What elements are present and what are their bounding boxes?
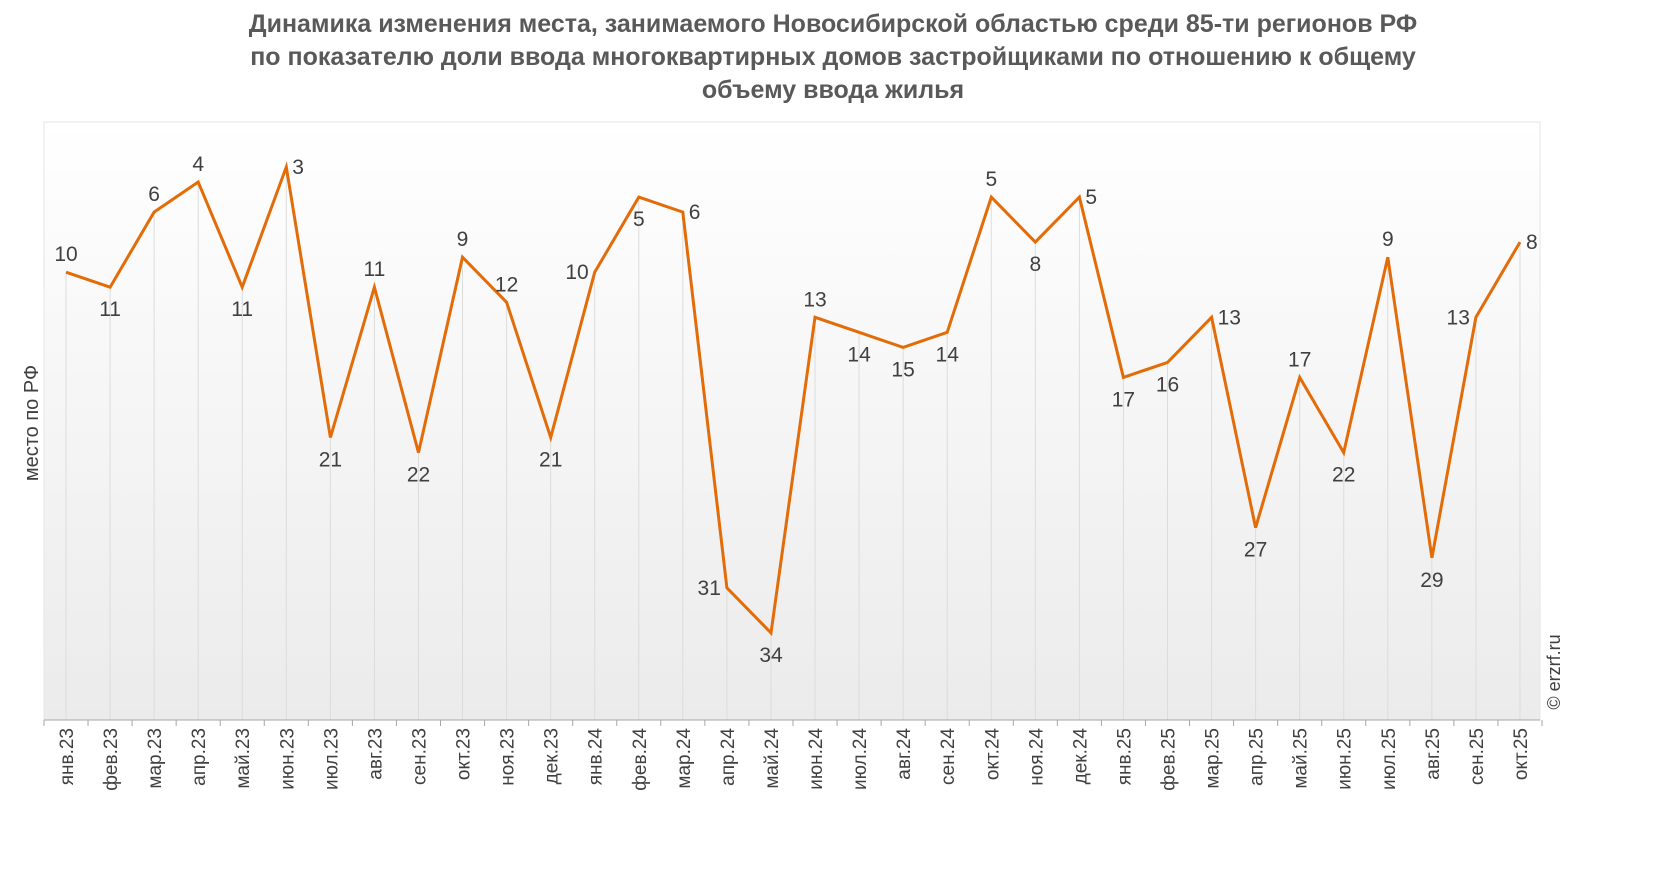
x-tick-label: июл.24 [850,728,871,790]
x-tick-label: ноя.23 [498,728,519,786]
data-label: 3 [292,156,304,179]
watermark: © erzrf.ru [1544,634,1564,709]
data-label: 5 [633,208,645,231]
data-label: 22 [407,464,430,487]
x-tick-label: авг.25 [1423,728,1444,780]
data-label: 8 [1029,253,1041,276]
x-tick-label: дек.24 [1070,728,1091,785]
x-tick-label: мар.24 [674,728,695,789]
x-tick-label: апр.25 [1247,728,1268,786]
data-label: 14 [936,343,960,366]
x-tick-label: май.24 [762,728,783,789]
x-tick-label: сен.25 [1467,728,1488,785]
chart-title-line-1: Динамика изменения места, занимаемого Но… [248,10,1418,38]
data-label: 14 [847,343,871,366]
x-tick-label: янв.25 [1114,728,1135,785]
chart-title: Динамика изменения места, занимаемого Но… [100,8,1566,107]
x-axis-labels: янв.23 фев.23 мар.23 апр.23 май.23 июн.23 июл.… [57,728,1532,791]
data-label: 13 [1447,306,1470,329]
data-label: 17 [1288,348,1311,371]
data-label: 21 [319,449,342,472]
y-axis-title: место по РФ [21,365,43,481]
x-tick-label: июл.25 [1379,728,1400,790]
x-tick-label: янв.24 [586,728,607,786]
data-label: 13 [803,288,826,311]
data-label: 15 [891,358,914,381]
x-tick-label: янв.23 [57,728,78,785]
data-label: 10 [565,261,588,284]
data-label: 10 [54,243,77,266]
data-label: 6 [689,201,701,224]
drop-lines [65,167,1521,720]
x-tick-label: июн.24 [806,728,827,790]
chart-title-line-3: объему ввода жилья [701,76,965,104]
plot-area [43,121,1541,721]
data-label: 31 [698,577,721,600]
x-tick-label: май.23 [233,728,254,789]
x-tick-label: авг.24 [894,728,915,780]
x-tick-label: ноя.24 [1026,728,1047,786]
x-axis-ticks [43,720,1543,726]
data-label: 9 [1382,228,1394,251]
x-tick-label: фев.25 [1159,728,1180,791]
data-label: 17 [1112,388,1135,411]
series-line [65,161,1522,637]
data-label: 11 [231,298,253,321]
x-tick-label: дек.23 [542,728,563,784]
x-tick-label: сен.24 [938,728,959,785]
data-label: 4 [192,153,204,176]
data-label: 29 [1420,569,1443,592]
data-label: 16 [1156,373,1179,396]
data-label: 27 [1244,539,1267,562]
data-label: 8 [1526,231,1538,254]
data-label: 11 [363,258,385,281]
x-tick-label: окт.25 [1511,728,1532,780]
x-tick-label: июл.23 [321,728,342,790]
x-tick-label: апр.24 [718,728,739,786]
x-tick-label: окт.24 [982,728,1003,781]
x-tick-label: мар.25 [1203,728,1224,789]
data-label: 9 [457,228,469,251]
data-label: 12 [495,273,518,296]
chart-title-line-2: по показателю доли ввода многоквартирных… [250,43,1416,71]
data-label: 13 [1218,306,1241,329]
data-label: 5 [1085,186,1097,209]
data-label: 22 [1332,464,1355,487]
x-tick-label: сен.23 [410,728,431,785]
data-label: 5 [985,168,997,191]
x-tick-label: апр.23 [189,728,210,786]
data-label: 21 [539,449,562,472]
x-tick-label: фев.24 [630,728,651,791]
x-tick-label: мар.23 [145,728,166,789]
x-tick-label: авг.23 [365,728,386,780]
x-tick-label: окт.23 [454,728,475,780]
x-tick-label: май.25 [1291,728,1312,789]
x-tick-label: июн.23 [277,728,298,790]
data-label: 6 [148,183,160,206]
x-tick-label: июн.25 [1335,728,1356,790]
data-label: 11 [99,298,121,321]
data-label: 34 [759,644,783,667]
x-tick-label: фев.23 [101,728,122,791]
data-labels: 10 11 6 4 11 3 21 11 22 9 12 21 10 5 6 31 34 13 14 15 14 5 8 5 1… [54,153,1537,667]
